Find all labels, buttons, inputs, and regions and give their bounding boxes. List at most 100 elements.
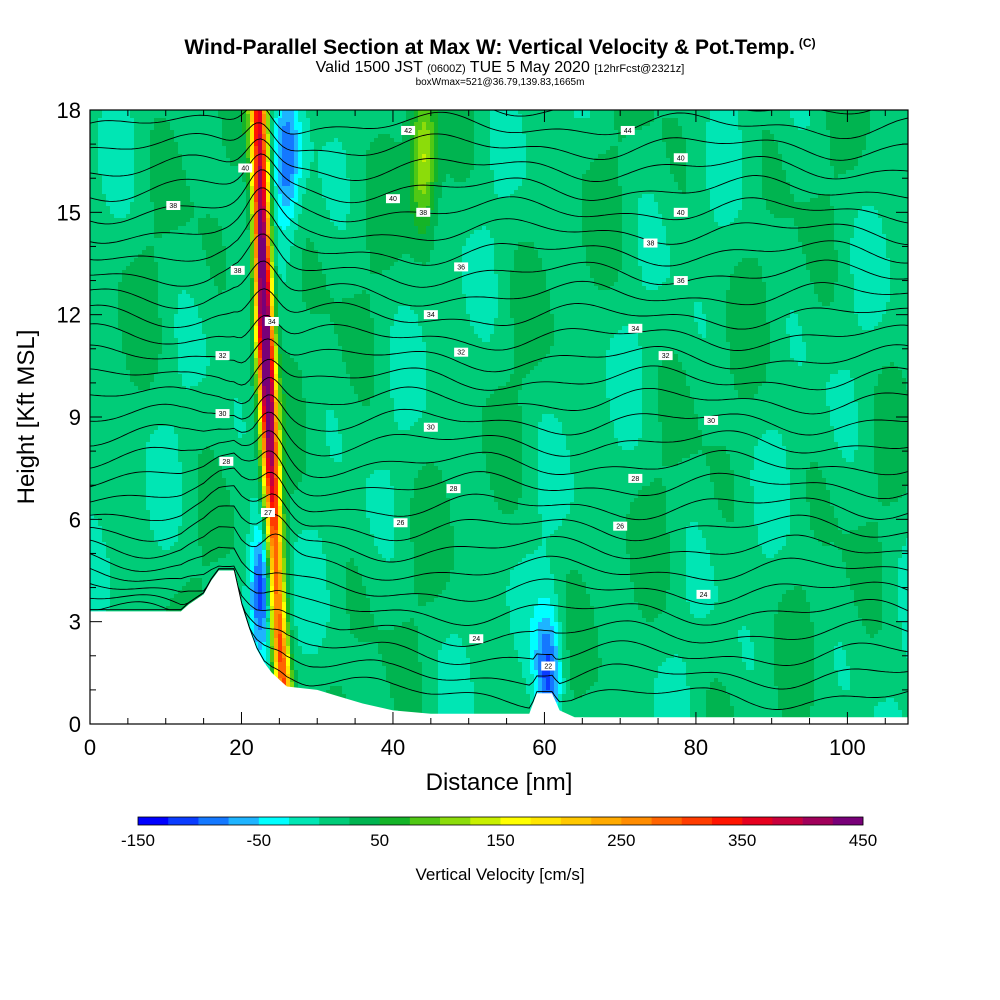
- colorbar-swatch: [530, 817, 562, 825]
- isentrope-line: [90, 485, 908, 542]
- isentrope-label: 34: [628, 323, 643, 333]
- colorbar-swatch: [258, 817, 290, 825]
- isentrope-label: 34: [423, 310, 438, 320]
- isentrope-line: [90, 358, 908, 391]
- colorbar-swatch: [349, 817, 380, 825]
- isentrope-label: 36: [673, 276, 688, 286]
- colorbar-swatch: [560, 817, 592, 825]
- colorbar-swatch: [651, 817, 683, 825]
- y-tick-label: 3: [69, 610, 81, 635]
- isentrope-line: [90, 208, 908, 267]
- isentrope-line: [90, 314, 908, 351]
- colorbar-swatch: [742, 817, 773, 825]
- colorbar-swatch: [470, 817, 501, 825]
- isentrope-label: 32: [658, 351, 673, 361]
- isentrope-label: 26: [393, 518, 408, 528]
- isentrope-label: 38: [166, 201, 181, 211]
- isentrope-label: 22: [541, 661, 556, 671]
- isentrope-line: [90, 233, 908, 288]
- isentrope-label: 40: [385, 194, 400, 204]
- isentrope-line: [90, 411, 908, 457]
- isentrope-label: 36: [454, 262, 469, 272]
- colorbar-tick-label: -150: [121, 831, 155, 850]
- isentrope-label: 34: [264, 316, 279, 326]
- isentrope-line: [90, 568, 908, 647]
- colorbar-swatch: [228, 817, 260, 825]
- isentrope-label: 27: [260, 508, 275, 518]
- isentrope-line: [90, 260, 908, 309]
- colorbar-swatch: [802, 817, 834, 825]
- x-tick-label: 80: [684, 735, 708, 760]
- colorbar-swatch: [138, 817, 169, 825]
- isentrope-label: 40: [238, 163, 253, 173]
- isentrope-line: [90, 110, 908, 140]
- x-tick-label: 20: [229, 735, 253, 760]
- colorbar-tick-label: 50: [370, 831, 389, 850]
- colorbar-swatch: [591, 817, 622, 825]
- colorbar-swatch: [409, 817, 441, 825]
- chart-subtitle: Valid 1500 JST (0600Z) TUE 5 May 2020 [1…: [0, 59, 1000, 77]
- isentrope-line: [90, 122, 908, 161]
- colorbar-swatch: [772, 817, 803, 825]
- colorbar-swatch: [681, 817, 713, 825]
- y-axis-label: Height [Kft MSL]: [13, 330, 40, 505]
- isentrope-line: [90, 505, 908, 563]
- isentrope-label: 42: [401, 125, 416, 135]
- isentrope-label: 28: [446, 484, 461, 494]
- isentrope-line: [90, 546, 908, 605]
- isentrope-label: 30: [423, 422, 438, 432]
- isentrope-label: 40: [673, 153, 688, 163]
- isentrope-label: 24: [696, 589, 711, 599]
- isentrope-line: [90, 526, 908, 581]
- isentrope-line: [90, 377, 908, 415]
- colorbar: -150 -50 50 150 250 350 450: [121, 816, 877, 850]
- colorbar-swatch: [711, 817, 743, 825]
- y-tick-label: 15: [57, 200, 81, 225]
- isentrope-line: [90, 450, 908, 500]
- colorbar-tick-label: 450: [849, 831, 877, 850]
- x-tick-label: 0: [84, 735, 96, 760]
- x-tick-label: 100: [829, 735, 866, 760]
- y-tick-label: 18: [57, 98, 81, 123]
- colorbar-swatch: [319, 817, 350, 825]
- isentrope-label: 38: [230, 265, 245, 275]
- isentrope-line: [90, 467, 908, 521]
- x-axis-label: Distance [nm]: [426, 769, 573, 796]
- colorbar-swatch: [289, 817, 320, 825]
- colorbar-tick-label: 150: [486, 831, 514, 850]
- colorbar-title: Vertical Velocity [cm/s]: [415, 865, 584, 884]
- colorbar-swatch: [168, 817, 199, 825]
- isentrope-label: 30: [704, 415, 719, 425]
- isentrope-line: [90, 169, 908, 225]
- isentrope-line: [90, 138, 908, 182]
- y-tick-label: 12: [57, 303, 81, 328]
- colorbar-swatch: [198, 817, 229, 825]
- terrain-mask: [90, 570, 908, 724]
- isentrope-label: 32: [215, 351, 230, 361]
- isentrope-label: 44: [620, 125, 635, 135]
- colorbar-tick-label: -50: [247, 831, 272, 850]
- isentrope-label: 40: [673, 207, 688, 217]
- x-tick-label: 60: [532, 735, 556, 760]
- isentrope-line: [90, 153, 908, 204]
- colorbar-tick-label: 350: [728, 831, 756, 850]
- y-tick-label: 6: [69, 507, 81, 532]
- colorbar-swatch: [832, 817, 864, 825]
- isentrope-label: 26: [613, 521, 628, 531]
- isentrope-label: 28: [628, 473, 643, 483]
- chart-subtitle-2: boxWmax=521@36.79,139.83,1665m: [0, 77, 1000, 88]
- y-tick-label: 9: [69, 405, 81, 430]
- colorbar-tick-label: 250: [607, 831, 635, 850]
- isentrope-label: 32: [454, 347, 469, 357]
- isentrope-line: [90, 288, 908, 330]
- isentrope-line: [90, 187, 908, 246]
- isentrope-label: 28: [219, 456, 234, 466]
- colorbar-swatch: [440, 817, 471, 825]
- copyright-mark: (C): [799, 36, 816, 50]
- isentrope-label: 38: [643, 238, 658, 248]
- isentrope-label: 30: [215, 409, 230, 419]
- isentrope-lines: [90, 110, 908, 710]
- plot-area: 42 44 40 40 38 40 38 40 38 38 36 36 34 34 34 32 32 32 30 30…: [90, 110, 908, 724]
